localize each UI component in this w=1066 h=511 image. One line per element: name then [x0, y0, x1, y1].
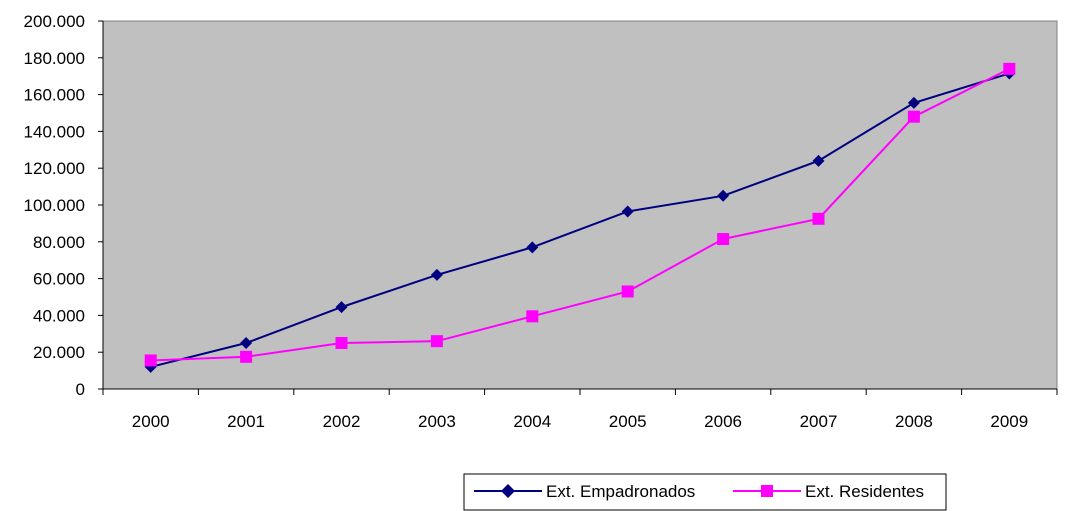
y-tick-label: 160.000: [24, 86, 85, 105]
legend-box: [463, 473, 947, 511]
x-tick-label: 2006: [704, 412, 742, 431]
x-tick-label: 2009: [990, 412, 1028, 431]
data-point-diamond: [430, 268, 443, 281]
legend: Ext. Empadronados Ext. Residentes: [463, 473, 947, 511]
y-tick-label: 200.000: [24, 12, 85, 31]
data-point-square: [335, 337, 348, 349]
y-tick-label: 20.000: [33, 343, 85, 362]
x-tick-label: 2003: [418, 412, 456, 431]
legend-label-empadronados: Ext. Empadronados: [546, 482, 695, 501]
data-point-diamond: [335, 301, 348, 314]
y-tick-label: 180.000: [24, 49, 85, 68]
data-point-square: [1003, 62, 1016, 75]
series-layer: [144, 62, 1016, 373]
data-point-diamond: [621, 205, 634, 218]
data-point-diamond: [240, 337, 253, 349]
y-tick-label: 100.000: [24, 196, 85, 215]
data-point-square: [240, 350, 253, 363]
y-tick-label: 40.000: [33, 306, 85, 325]
plot-area: [102, 20, 1058, 390]
x-tick-label: 2001: [227, 412, 265, 431]
legend-item-residentes: Ext. Residentes: [733, 482, 924, 501]
x-tick-label: 2008: [895, 412, 933, 431]
data-point-diamond: [526, 241, 539, 254]
legend-diamond-icon: [501, 484, 515, 498]
legend-label-residentes: Ext. Residentes: [805, 482, 924, 501]
data-point-diamond: [717, 189, 730, 202]
y-tick-label: 60.000: [33, 270, 85, 289]
data-point-square: [907, 110, 920, 123]
data-point-square: [144, 354, 157, 367]
x-axis: 2000 2001 2002 2003 2004 2005 2006 2007 2008 2009: [102, 388, 1058, 431]
legend-item-empadronados: Ext. Empadronados: [474, 482, 695, 501]
data-point-square: [430, 335, 443, 348]
data-point-square: [526, 310, 539, 323]
x-tick-label: 2005: [609, 412, 647, 431]
y-tick-label: 0: [76, 380, 85, 399]
y-tick-label: 120.000: [24, 159, 85, 178]
data-point-diamond: [812, 154, 825, 167]
y-axis: 0 20.000 40.000 60.000 80.000 100.000 120.000 1…: [24, 12, 104, 399]
legend-square-icon: [761, 485, 773, 497]
series-line-0: [150, 72, 1010, 368]
x-tick-label: 2004: [513, 412, 551, 431]
x-tick-label: 2000: [132, 412, 170, 431]
data-point-diamond: [907, 96, 920, 109]
y-tick-label: 140.000: [24, 122, 85, 141]
x-tick-label: 2002: [323, 412, 361, 431]
y-tick-label: 80.000: [33, 233, 85, 252]
series-line-1: [150, 67, 1010, 362]
x-tick-label: 2007: [800, 412, 838, 431]
data-point-square: [812, 212, 825, 225]
data-point-square: [621, 285, 634, 298]
data-point-square: [717, 233, 730, 246]
